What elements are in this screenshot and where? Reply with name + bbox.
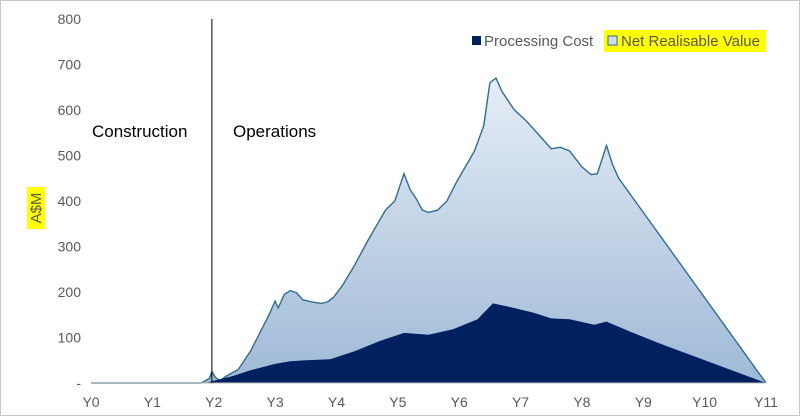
- x-tick-label: Y2: [205, 394, 222, 410]
- y-tick-label: 700: [58, 57, 82, 73]
- phase-label-operations: Operations: [233, 122, 316, 141]
- x-axis-ticks: Y0 Y1 Y2 Y3 Y4 Y5 Y6 Y7 Y8 Y9 Y10 Y11: [82, 394, 778, 410]
- y-tick-label: 200: [58, 284, 82, 300]
- x-tick-label: Y1: [144, 394, 161, 410]
- x-tick-label: Y4: [328, 394, 345, 410]
- x-tick-label: Y3: [267, 394, 284, 410]
- y-axis-label-group: A$M: [27, 187, 45, 229]
- legend-label-net-realisable-value: Net Realisable Value: [621, 33, 760, 50]
- x-tick-label: Y0: [82, 394, 99, 410]
- x-tick-label: Y6: [451, 394, 468, 410]
- series-line-net-realisable-value: [91, 77, 767, 384]
- y-tick-label: 400: [58, 193, 82, 209]
- y-tick-label: 500: [58, 148, 82, 164]
- y-tick-label: -: [76, 375, 81, 391]
- y-tick-label: 600: [58, 102, 82, 118]
- legend-swatch-net-realisable-value: [607, 35, 618, 46]
- legend-label-processing-cost: Processing Cost: [484, 33, 594, 50]
- series-area-net-realisable-value: [91, 78, 766, 383]
- series-area-processing-cost: [91, 303, 766, 383]
- y-axis-label: A$M: [28, 193, 45, 224]
- x-tick-label: Y11: [754, 394, 778, 410]
- x-tick-label: Y5: [389, 394, 406, 410]
- x-tick-label: Y8: [573, 394, 590, 410]
- legend-highlight: [604, 30, 766, 52]
- y-tick-label: 800: [58, 11, 82, 27]
- y-axis-ticks: - 100 200 300 400 500 600 700 800: [58, 11, 82, 391]
- x-tick-label: Y7: [512, 394, 529, 410]
- x-tick-label: Y9: [635, 394, 652, 410]
- legend-swatch-processing-cost: [472, 36, 481, 45]
- phase-label-construction: Construction: [92, 122, 187, 141]
- y-tick-label: 100: [58, 330, 82, 346]
- x-tick-label: Y10: [692, 394, 717, 410]
- y-tick-label: 300: [58, 239, 82, 255]
- y-axis-label-highlight: [27, 187, 45, 229]
- legend: Processing Cost Net Realisable Value: [472, 30, 766, 52]
